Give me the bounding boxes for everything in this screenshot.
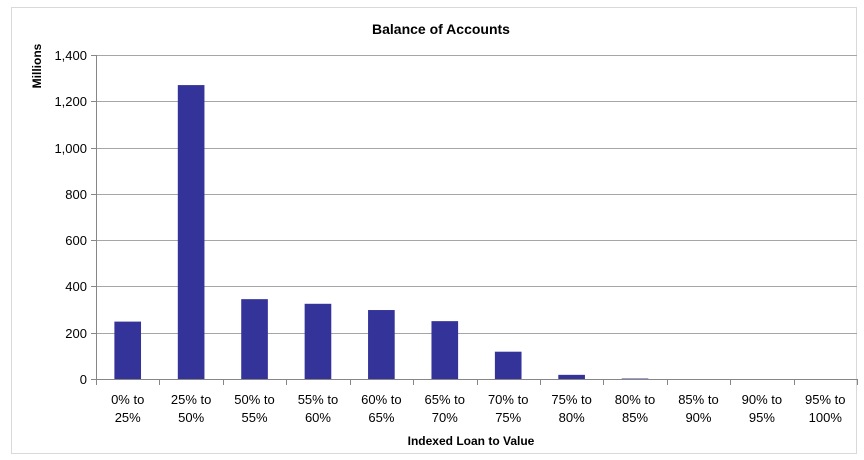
bar — [178, 85, 205, 379]
y-tick-label: 400 — [65, 279, 87, 294]
bar — [368, 310, 395, 379]
y-tick-label: 200 — [65, 326, 87, 341]
y-tick-label: 800 — [65, 187, 87, 202]
y-axis-title: Millions — [30, 43, 44, 88]
y-tick-label: 0 — [80, 372, 87, 387]
bar — [431, 321, 458, 379]
bar — [558, 375, 585, 379]
bar-chart: Balance of Accounts Millions Indexed Loa… — [12, 8, 858, 455]
x-axis-title: Indexed Loan to Value — [408, 434, 535, 448]
bar — [114, 322, 141, 379]
bar — [241, 299, 268, 379]
gridlines — [91, 56, 857, 380]
bar — [305, 304, 332, 379]
y-tick-label: 1,000 — [54, 141, 87, 156]
y-tick-labels: 0 200 400 600 800 1,000 1,200 1,400 — [54, 48, 87, 387]
y-tick-label: 1,200 — [54, 94, 87, 109]
chart-title: Balance of Accounts — [372, 21, 510, 37]
axes — [96, 55, 858, 385]
bar-series — [114, 85, 648, 379]
bar — [495, 352, 522, 379]
y-tick-label: 600 — [65, 233, 87, 248]
y-tick-label: 1,400 — [54, 48, 87, 63]
chart-frame: Balance of Accounts Millions Indexed Loa… — [11, 7, 857, 454]
